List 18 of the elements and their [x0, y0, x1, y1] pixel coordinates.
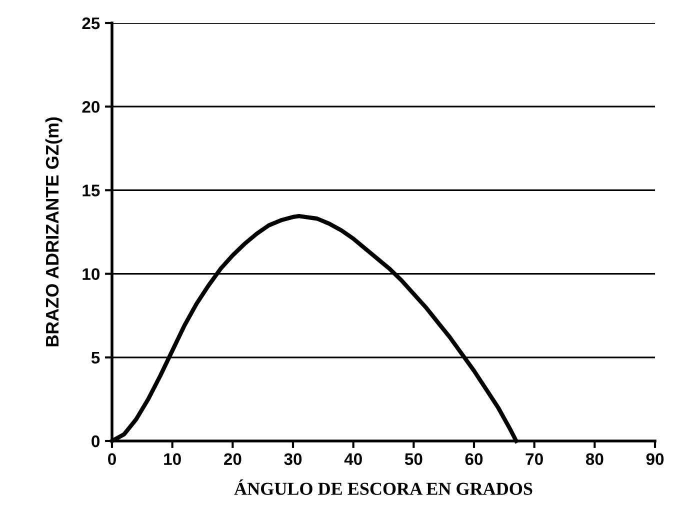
- y-tick-label: 25: [82, 17, 100, 30]
- x-tick-label: 70: [526, 453, 543, 466]
- y-tick-label: 10: [82, 268, 100, 280]
- x-tick-label: 20: [224, 453, 242, 466]
- y-tick-label: 15: [82, 184, 100, 196]
- y-tick-label: 20: [82, 101, 100, 113]
- y-tick-label: 0: [92, 435, 100, 448]
- x-tick-label: 90: [646, 453, 664, 466]
- x-tick-label: 80: [586, 453, 604, 466]
- x-tick-label: 10: [164, 453, 181, 466]
- y-tick-label: 5: [91, 352, 100, 364]
- x-tick-label: 30: [284, 453, 302, 466]
- x-tick-label: 50: [404, 453, 422, 466]
- x-tick-label: 40: [344, 453, 362, 466]
- x-tick-label: 60: [465, 453, 483, 466]
- y-axis-title: BRAZO ADRIZANTE GZ(m): [45, 117, 62, 346]
- x-tick-label: 0: [108, 453, 116, 466]
- x-axis-title: ÁNGULO DE ESCORA EN GRADOS: [234, 479, 532, 495]
